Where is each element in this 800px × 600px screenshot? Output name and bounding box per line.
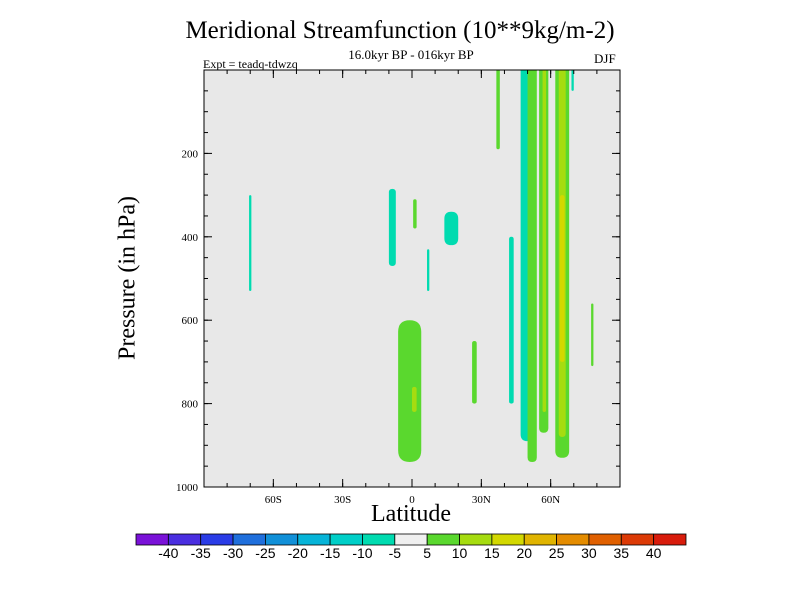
x-axis-title: Latitude (371, 501, 451, 527)
contour-region-positive-6 (412, 386, 417, 412)
colorbar-swatch (394, 533, 428, 546)
colorbar-label: 20 (516, 545, 532, 561)
axes: 60S 30S 0 30N 60N 200 400 600 800 1000 (176, 69, 621, 506)
colorbar-label: 30 (581, 545, 597, 561)
chart-subtitle: 16.0kyr BP - 016kyr BP (348, 47, 474, 62)
contour-region-negative-0 (249, 195, 252, 292)
contour-region-negative-17 (571, 70, 574, 91)
colorbar-label: -20 (288, 545, 308, 561)
colorbar-swatch (653, 533, 687, 546)
contour-region-negative-3 (444, 211, 459, 246)
contour-region-positive-16 (559, 195, 565, 362)
contour-region-negative-1 (388, 188, 396, 266)
contour-region-positive-18 (591, 303, 594, 367)
contour-region-positive-5 (398, 320, 422, 462)
contour-region-positive-2 (413, 199, 417, 229)
y-tick-label: 600 (182, 315, 199, 327)
contour-region-negative-8 (509, 236, 514, 404)
colorbar-swatch (426, 533, 460, 546)
y-tick-label: 800 (182, 399, 199, 411)
contour-region-positive-13 (542, 70, 547, 412)
experiment-label: Expt = teadq-tdwzq (203, 57, 298, 71)
colorbar-swatch (167, 533, 202, 546)
colorbar-swatch (135, 533, 169, 546)
x-tick-label: 60S (265, 494, 282, 506)
colorbar-label: 10 (452, 545, 468, 561)
colorbar-label: 5 (423, 545, 431, 561)
colorbar-label: 15 (484, 545, 500, 561)
colorbar-label: 40 (646, 545, 662, 561)
colorbar-swatch (620, 533, 655, 546)
colorbar-label: -15 (320, 545, 340, 561)
colorbar-label: -30 (223, 545, 243, 561)
colorbar-swatch (232, 533, 266, 546)
colorbar: -40 -35 -30 -25 -20 -15 -10 -5 5 10 15 20 25 30 35 40 (135, 533, 687, 561)
colorbar-label: -40 (158, 545, 178, 561)
contour-region-negative-4 (427, 249, 430, 292)
colorbar-label: 25 (549, 545, 565, 561)
contour-region-positive-9 (496, 70, 500, 150)
x-tick-label: 30N (472, 494, 491, 506)
contour-region-positive-11 (527, 70, 537, 462)
colorbar-swatch (523, 533, 557, 546)
colorbar-swatch (556, 533, 590, 546)
y-tick-label: 1000 (176, 482, 199, 494)
colorbar-swatch (329, 533, 363, 546)
colorbar-swatch (297, 533, 331, 546)
colorbar-label: 35 (614, 545, 630, 561)
x-tick-label: 60N (541, 494, 560, 506)
season-label: DJF (594, 51, 616, 66)
contour-region-positive-7 (472, 341, 477, 404)
colorbar-swatch (491, 533, 525, 546)
chart-title: Meridional Streamfunction (10**9kg/m-2) (185, 17, 615, 44)
colorbar-swatch (362, 533, 396, 546)
colorbar-swatch (459, 533, 493, 546)
colorbar-label: -10 (352, 545, 372, 561)
plot-area (204, 70, 620, 487)
y-tick-label: 400 (182, 232, 199, 244)
colorbar-label: -5 (389, 545, 402, 561)
colorbar-swatch (265, 533, 299, 546)
colorbar-swatch (200, 533, 234, 546)
colorbar-label: -35 (191, 545, 211, 561)
x-tick-label: 30S (334, 494, 351, 506)
x-tick-label: 0 (409, 494, 415, 506)
colorbar-swatch (588, 533, 622, 546)
y-tick-label: 200 (182, 148, 199, 160)
colorbar-label: -25 (255, 545, 275, 561)
